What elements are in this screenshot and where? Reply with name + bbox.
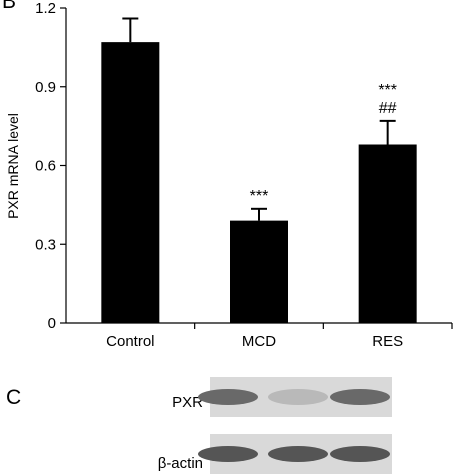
blot-band [330, 389, 390, 405]
blot-label-pxr: PXR [172, 394, 203, 411]
blot-label-actin: β-actin [158, 455, 203, 472]
blot-band [268, 389, 328, 405]
category-label: RES [372, 333, 403, 350]
error-bars [122, 17, 396, 221]
significance-annotations: ***##*** [250, 82, 397, 205]
blot-band [330, 446, 390, 462]
significance-mark: ## [379, 100, 397, 117]
y-axis-label: PXR mRNA level [5, 113, 21, 219]
significance-mark: *** [250, 188, 269, 205]
chart-panel: B PXR mRNA level 0 0.3 0.6 0.9 1.2 Control MC… [2, 0, 453, 350]
category-labels: Control MCD RES [106, 333, 403, 350]
y-tick-label: 0.9 [35, 79, 56, 96]
y-tick-label: 1.2 [35, 0, 56, 17]
blot-band [268, 446, 328, 462]
chart-panel-letter: B [2, 0, 16, 13]
x-ticks [194, 323, 453, 329]
category-label: MCD [242, 333, 276, 350]
significance-mark: *** [378, 82, 397, 99]
blot-band [198, 389, 258, 405]
blot-band [198, 446, 258, 462]
blot-panel-letter: C [6, 386, 21, 409]
bar-control [101, 42, 160, 323]
y-tick-label: 0 [48, 315, 56, 332]
blot-rows [198, 377, 392, 474]
category-label: Control [106, 333, 154, 350]
bar-res [358, 144, 417, 323]
y-tick-label: 0.6 [35, 158, 56, 175]
y-tick-label: 0.3 [35, 236, 56, 253]
blot-panel: C PXR β-actin [6, 377, 392, 474]
bars [101, 42, 417, 323]
y-ticks: 0 0.3 0.6 0.9 1.2 [35, 0, 66, 332]
bar-mcd [230, 220, 288, 323]
